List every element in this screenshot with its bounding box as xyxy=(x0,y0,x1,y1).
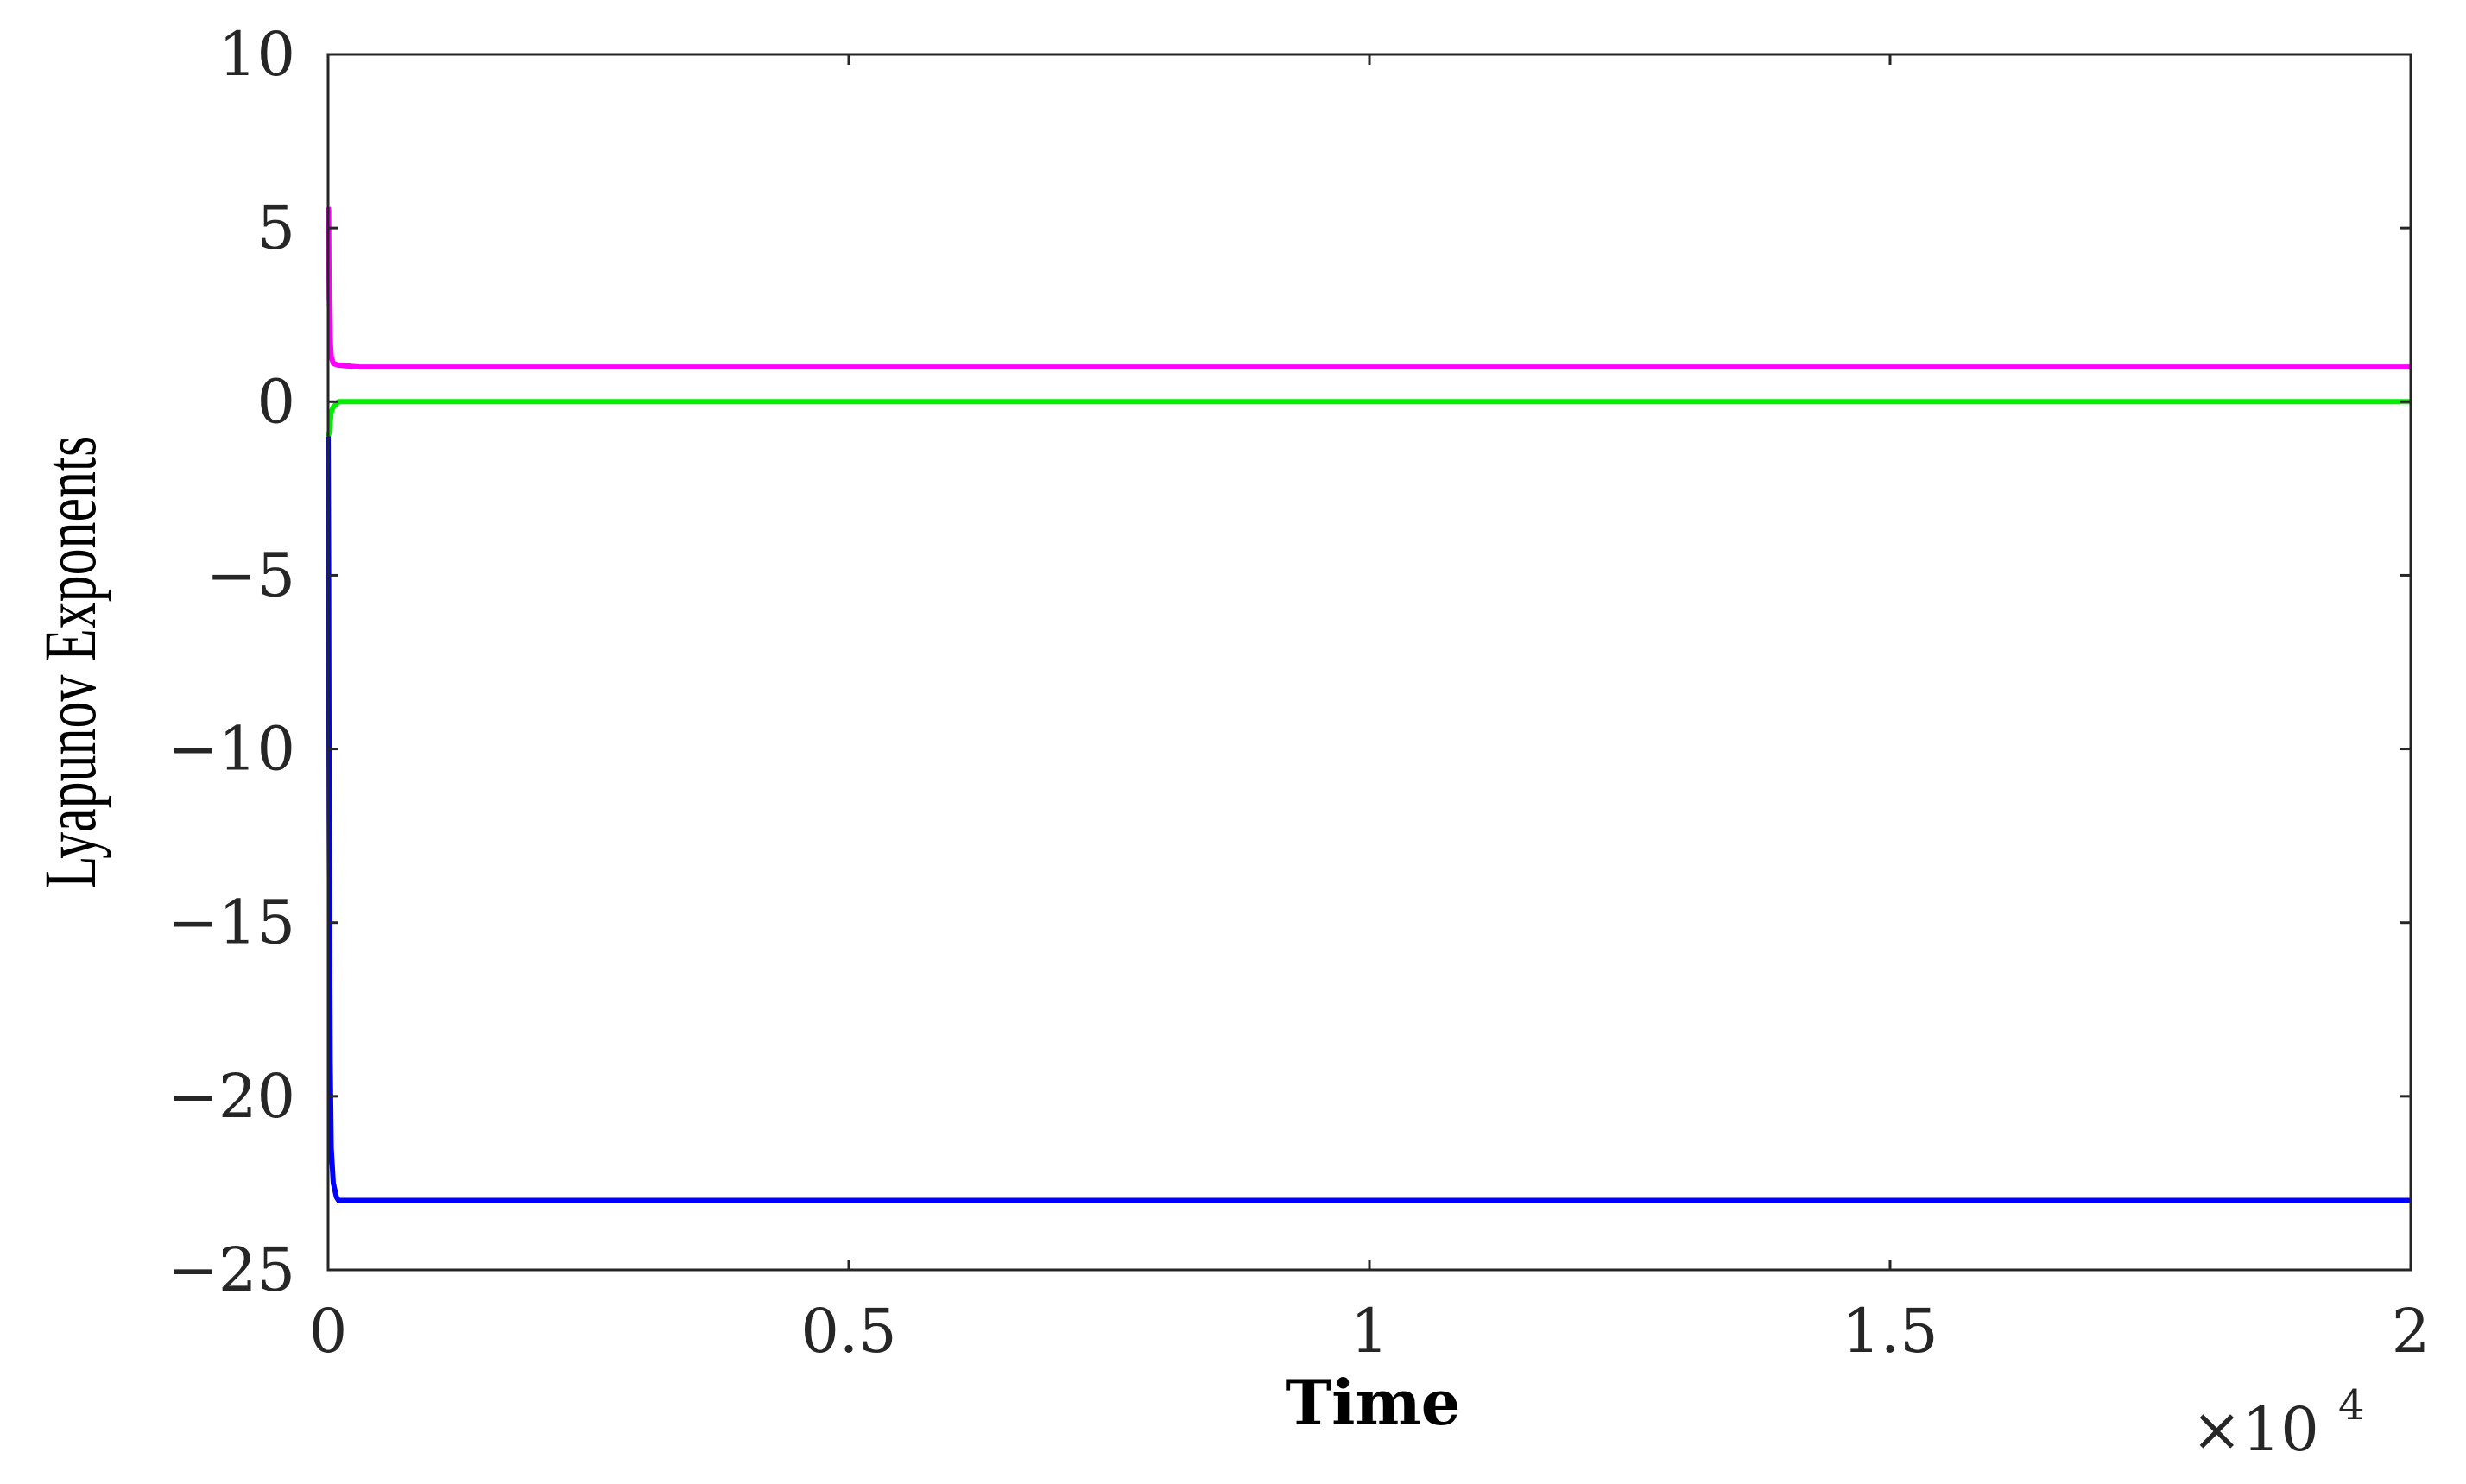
y-tick-label: 0 xyxy=(256,366,295,437)
series-line-2 xyxy=(326,399,2411,438)
x-tick-label: 1.5 xyxy=(1842,1296,1938,1367)
y-axis-label: Lyapunov Exponents xyxy=(29,436,111,888)
x-tick-label: 2 xyxy=(2392,1296,2431,1367)
label-layer: Lyapunov Exponents Time ×10 4 xyxy=(29,436,2364,1465)
x-tick-label: 0 xyxy=(309,1296,348,1367)
y-tick-label: −5 xyxy=(206,540,295,610)
y-tick-label: 10 xyxy=(218,19,295,90)
x-multiplier-exponent: 4 xyxy=(2338,1381,2365,1430)
y-tick-label: −15 xyxy=(168,887,295,958)
y-tick-label: −10 xyxy=(168,714,295,785)
x-tick-label: 1 xyxy=(1350,1296,1389,1367)
y-tick-label: −20 xyxy=(168,1061,295,1132)
axes-box xyxy=(326,53,2412,1272)
x-multiplier-base: ×10 xyxy=(2191,1394,2319,1465)
x-multiplier-label: ×10 4 xyxy=(2191,1381,2365,1465)
x-tick-label: 0.5 xyxy=(800,1296,896,1367)
y-tick-label: −25 xyxy=(168,1235,295,1305)
x-axis-label: Time xyxy=(1286,1366,1461,1439)
y-tick-label: 5 xyxy=(256,193,295,263)
tick-layer: 0 0.5 1 1.5 2 10 5 0 −5 −10 −15 −20 −25 xyxy=(168,19,2430,1367)
plot-area xyxy=(328,54,2411,1270)
